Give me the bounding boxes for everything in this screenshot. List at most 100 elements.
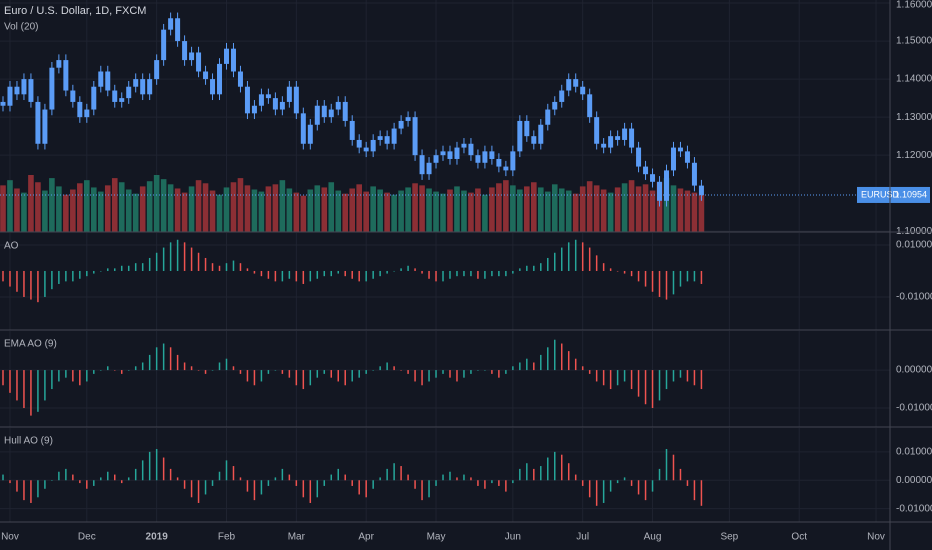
candle-body [217, 63, 223, 95]
histogram-bar [554, 252, 556, 271]
histogram-bar [16, 370, 18, 401]
histogram-bar [672, 270, 675, 295]
volume-bar [21, 192, 27, 232]
histogram-bar [512, 480, 514, 484]
candle-body [643, 166, 649, 175]
histogram-bar [484, 270, 486, 279]
price-tag-symbol: EURUSD [861, 189, 900, 199]
candle-body [356, 139, 362, 148]
histogram-bar [456, 477, 458, 481]
candle-body [636, 147, 642, 167]
candle-body [293, 86, 299, 114]
histogram-bar [379, 270, 381, 277]
histogram-bar [197, 370, 200, 371]
histogram-bar [120, 370, 123, 374]
volume-bar [370, 186, 376, 232]
histogram-bar [679, 370, 682, 378]
histogram-bar [700, 480, 703, 506]
volume-bar [286, 188, 293, 232]
histogram-bar [211, 263, 214, 271]
histogram-bar [190, 366, 193, 371]
y-tick-label: -0.01000 [896, 403, 932, 414]
histogram-bar [204, 480, 207, 495]
candle-body [503, 166, 509, 171]
histogram-bar [407, 474, 409, 481]
histogram-bar [470, 370, 472, 374]
candle-body [370, 139, 376, 152]
candle-body [475, 155, 481, 163]
volume-bar [279, 180, 286, 232]
candle-body [258, 94, 264, 106]
histogram-bar [197, 480, 200, 503]
candle-body [21, 79, 27, 95]
histogram-bar [365, 480, 367, 498]
histogram-bar [281, 468, 284, 481]
histogram-bar [23, 480, 25, 501]
histogram-bar [658, 270, 661, 297]
candle-body [35, 101, 41, 144]
histogram-bar [274, 270, 277, 282]
histogram-bar [351, 370, 353, 382]
histogram-bar [253, 270, 256, 274]
x-tick-label: Feb [218, 532, 236, 543]
volume-bar [377, 189, 383, 232]
volume-bar [391, 194, 397, 232]
candle-body [140, 79, 146, 95]
histogram-bar [567, 351, 570, 371]
histogram-bar [93, 370, 95, 374]
histogram-bar [616, 270, 619, 272]
histogram-bar [505, 370, 507, 374]
histogram-bar [9, 370, 11, 393]
histogram-bar [51, 270, 53, 290]
pane-title: AO [4, 241, 19, 252]
histogram-bar [414, 268, 416, 271]
histogram-bar [581, 366, 584, 371]
candle-body [126, 86, 132, 99]
histogram-bar [428, 480, 430, 498]
histogram-bar [316, 370, 319, 378]
y-tick-label: 1.16000 [896, 0, 932, 11]
histogram-bar [512, 366, 514, 371]
histogram-bar [79, 270, 81, 279]
histogram-bar [393, 270, 395, 272]
histogram-bar [442, 370, 444, 374]
histogram-bar [665, 270, 668, 300]
histogram-bar [197, 252, 200, 271]
candle-body [154, 60, 160, 80]
volume-bar [202, 183, 209, 232]
histogram-bar [602, 480, 605, 503]
histogram-bar [428, 370, 430, 382]
histogram-bar [470, 477, 472, 481]
histogram-bar [281, 370, 284, 374]
volume-bar [628, 180, 635, 232]
volume-bar [468, 192, 474, 232]
histogram-bar [107, 268, 109, 271]
histogram-bar [323, 270, 326, 277]
candle-body [307, 124, 313, 144]
histogram-bar [700, 370, 703, 390]
volume-bar [531, 182, 537, 232]
candle-body [391, 128, 397, 144]
volume-bar [160, 179, 167, 232]
candle-body [133, 79, 139, 87]
histogram-bar [204, 257, 207, 271]
histogram-bar [232, 366, 235, 371]
histogram-bar [623, 370, 626, 382]
volume-bar [510, 185, 516, 232]
volume-bar [307, 189, 314, 232]
volume-bar [314, 185, 321, 232]
histogram-bar [337, 270, 339, 274]
volume-bar [593, 185, 600, 232]
histogram-bar [288, 270, 291, 279]
histogram-bar [295, 270, 298, 282]
volume-bar [600, 189, 607, 232]
candle-body [112, 90, 118, 102]
y-tick-label: 0.00000 [896, 475, 932, 486]
candle-body [223, 48, 229, 64]
candle-body [461, 143, 467, 148]
histogram-bar [72, 474, 74, 481]
volume-bar [195, 180, 202, 232]
histogram-bar [260, 270, 263, 277]
y-tick-label: 1.14000 [896, 74, 932, 85]
histogram-bar [253, 480, 256, 501]
